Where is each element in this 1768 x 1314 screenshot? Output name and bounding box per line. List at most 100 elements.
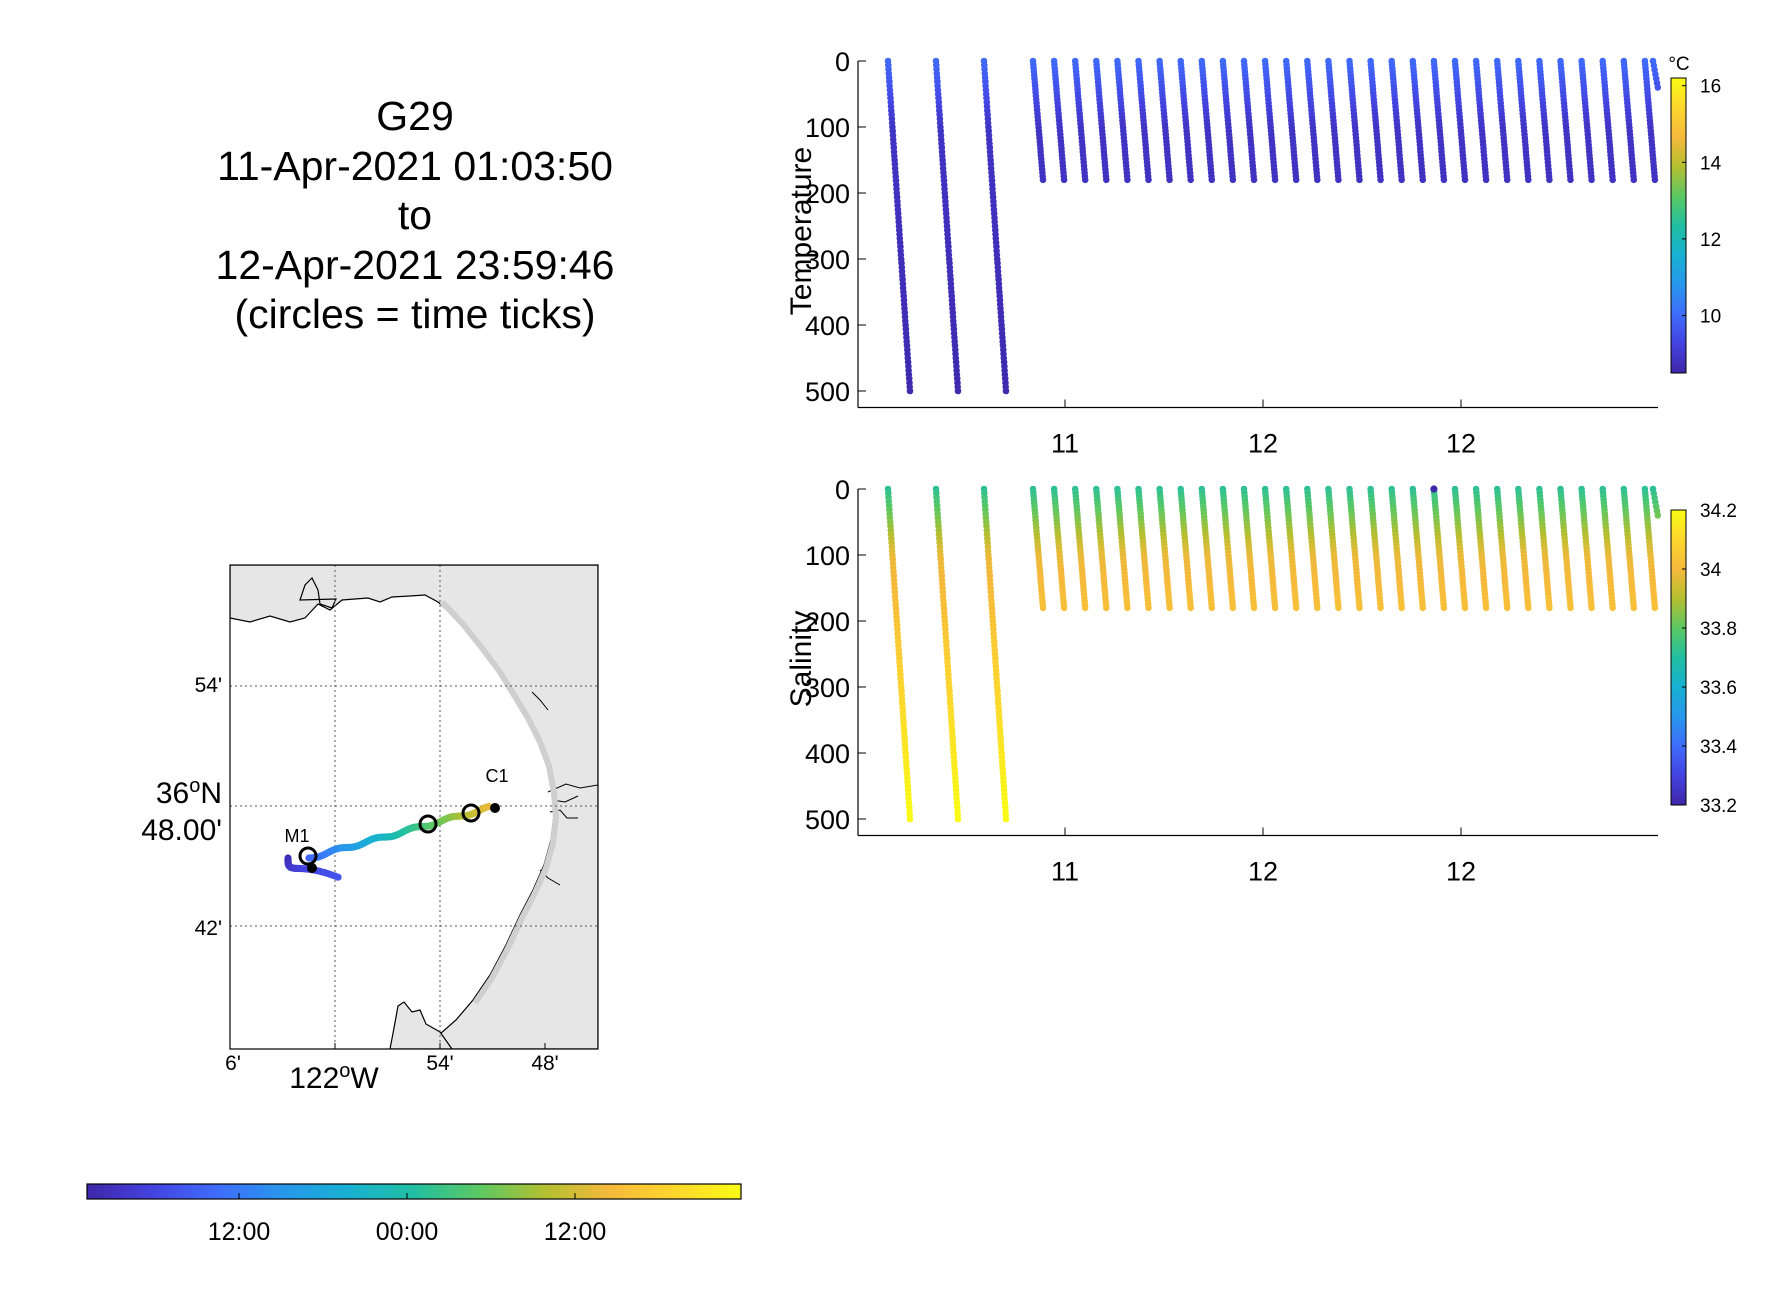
station-marker-m1 [307,863,317,873]
profile-point [1187,604,1194,612]
map-axis-labels: 54' 36oN 48.00' 42' 6' 122oW 54' 48' [141,674,559,1095]
profile-point [1503,604,1511,612]
profile-point [1651,176,1659,184]
profile-point [1292,176,1300,184]
temperature-section-plot: 0 100 200 300 400 500 11 12 12 Temperature 10 12 14 1… [785,47,1722,459]
profile-point [1103,604,1110,612]
profile-point [1124,604,1131,612]
y-tick-label-4: 400 [805,739,850,769]
colorbar-tick-label-5: 34.2 [1700,501,1737,522]
y-tick-label-3: 300 [805,673,850,703]
figure-title: G29 11-Apr-2021 01:03:50 to 12-Apr-2021 … [150,92,680,340]
time-colorbar-ticks: 12:00 00:00 12:00 [208,1193,606,1246]
profile-point [1039,176,1047,184]
profile-point [1229,604,1237,612]
x-tick-label-2: 12 [1446,857,1476,887]
profile-point [1609,176,1616,184]
map-lon-degree: o [339,1060,350,1082]
profile-point [1440,604,1448,612]
profile-point [1292,604,1300,612]
profile-point [1398,604,1405,612]
profile-point [1229,176,1237,184]
anomaly-point [1430,485,1438,493]
profile-point [1588,604,1595,612]
map-lat-degree: o [189,775,200,797]
profile-point [1250,604,1258,612]
map-lat-label-36n: 36oN [156,775,222,810]
profile-point [1482,176,1490,184]
y-axis-label: Salinity [785,611,818,708]
profile-point [1588,176,1595,184]
map-lon-label-54: 54' [426,1052,453,1075]
profile-point [1335,176,1342,184]
map-lat-label-48: 48.00' [141,814,222,847]
profile-point [1419,604,1427,612]
y-tick-label-0: 0 [835,47,850,77]
profile-point [1002,387,1010,395]
colorbar-gradient [1670,509,1687,806]
y-tick-label-4: 400 [805,311,850,341]
profile-point [1567,604,1574,612]
colorbar-unit-label: °C [1668,54,1689,75]
colorbar-tick-label-2: 33.6 [1700,678,1737,699]
station-label-c1: C1 [485,766,508,786]
time-colorbar: 12:00 00:00 12:00 [86,1183,742,1246]
y-tick-label-2: 200 [805,607,850,637]
colorbar-tick-label-3: 33.8 [1700,619,1737,640]
map-lat-label-54: 54' [195,674,222,697]
title-line-end: 12-Apr-2021 23:59:46 [215,241,615,288]
profile-point [1546,604,1553,612]
profile-point [1039,604,1047,612]
profile-point [1060,604,1068,612]
salinity-section-plot: 0 100 200 300 400 500 11 12 12 Salinity 33.2 33.4 33… [785,475,1737,887]
colorbar-gradient [1670,77,1687,374]
x-tick-label-2: 12 [1446,429,1476,459]
profile-point [1166,604,1173,612]
profile-point [954,815,962,823]
profile-point [1654,512,1662,519]
profile-point [1567,176,1574,184]
profile-point [1271,604,1279,612]
map-lon-hemisphere: W [350,1062,379,1095]
profile-point [1356,176,1363,184]
y-tick-label-0: 0 [835,475,850,505]
river-inlet [531,691,598,886]
profile-point [1546,176,1553,184]
map-lat-hemisphere: N [200,777,222,810]
x-tick-label-1: 12 [1248,429,1278,459]
profile-point [1525,176,1532,184]
map-lon-label-122w: 122oW [289,1060,379,1095]
y-tick-label-2: 200 [805,179,850,209]
profile-point [1440,176,1448,184]
profile-point [1461,604,1469,612]
time-tick-circle-1 [418,814,438,834]
profile-point [1145,176,1152,184]
profile-point [1377,604,1384,612]
time-tick-circle-2 [461,803,481,823]
map-lon-label-48: 48' [531,1052,558,1075]
time-tick-circle-0 [298,846,318,866]
profile-point [1208,604,1216,612]
profile-point [1124,176,1131,184]
profile-point [1630,604,1638,612]
profile-point [1651,604,1659,612]
profile-point [1081,176,1089,184]
south-shore [389,1001,453,1049]
colorbar-tick-label-1: 12 [1700,230,1721,251]
time-colorbar-gradient [86,1183,742,1200]
y-tick-label-3: 300 [805,245,850,275]
colorbar-tick-label-0: 10 [1700,307,1721,328]
profile-point [1461,176,1469,184]
map-frame [229,564,599,1050]
profile-point [1609,604,1616,612]
shore-shade [439,599,560,1005]
y-axis-label: Temperature [785,147,818,315]
time-colorbar-tick-label-0: 12:00 [208,1218,271,1246]
profile-point [1166,176,1173,184]
time-colorbar-tick-label-1: 00:00 [376,1218,439,1246]
profile-point [1398,176,1405,184]
profile-point [1630,176,1638,184]
colorbar-tick-label-3: 16 [1700,77,1721,98]
colorbar-tick-label-2: 14 [1700,153,1722,174]
